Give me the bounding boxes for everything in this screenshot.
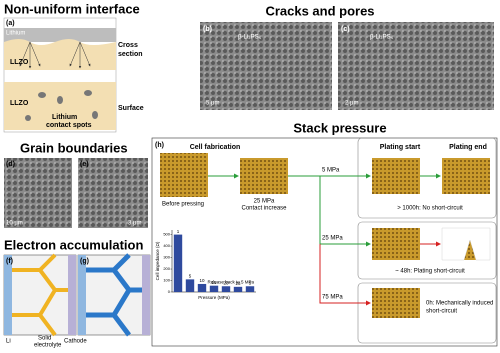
label: 75 MPa [322, 295, 343, 301]
label: Lithium [6, 31, 25, 37]
annotation: Release back to 5 MPa [207, 280, 254, 285]
label: 25 MPa [322, 236, 343, 242]
label: ~ 48h: Plating short-circuit [395, 269, 465, 275]
sem-image [4, 158, 72, 228]
bar [245, 286, 255, 292]
label: Lithium [52, 114, 77, 121]
scale-bar: 3 μm [128, 221, 141, 227]
panel-a [3, 17, 117, 133]
panel-label: (d) [6, 161, 15, 168]
panel-label: (g) [80, 258, 89, 265]
data-label: 10 [199, 278, 205, 283]
bar [173, 234, 183, 292]
panel-label: (h) [155, 142, 164, 149]
label: Cell fabrication [190, 144, 241, 151]
label: 25 MPa [254, 199, 275, 205]
label: > 1000h: No short-circuit [397, 206, 463, 212]
panel-label: (e) [80, 161, 89, 168]
scale-bar: 10 μm [6, 221, 23, 227]
panel-label: (b) [203, 26, 212, 33]
label: electrolyte [34, 343, 62, 348]
label: Contact increase [241, 206, 287, 212]
cells [160, 137, 497, 344]
title: Cracks and pores [265, 3, 374, 18]
label: Plating end [449, 144, 487, 151]
y-tick-label: 0 [168, 289, 171, 294]
data-label: 5 [249, 280, 252, 285]
label: Cathode [64, 339, 87, 345]
label: contact spots [46, 122, 92, 129]
y-axis-label: Cell impedance (Ω) [155, 241, 160, 280]
label: LLZO [10, 100, 29, 107]
label: β-Li₃PS₄ [238, 35, 262, 41]
title: Grain boundaries [20, 140, 128, 155]
bar [221, 286, 231, 292]
bar [185, 279, 195, 292]
label: section [118, 51, 143, 58]
label: LLZO [10, 59, 29, 66]
scale-bar: 2 μm [345, 101, 358, 107]
sem-image [338, 22, 494, 110]
panel-label: (f) [6, 258, 13, 265]
label: short-circuit [426, 309, 457, 315]
panel-label: (a) [6, 20, 15, 27]
bar [197, 283, 207, 292]
x-axis-label: Pressure (MPa) [198, 295, 230, 300]
chart-box [154, 224, 260, 310]
label: 0h: Mechanically induced [426, 301, 493, 307]
data-label: 15 [211, 280, 217, 285]
y-tick-label: 200 [163, 266, 170, 271]
label: Before pressing [162, 202, 204, 208]
title: Electron accumulation [4, 237, 143, 252]
schematic [3, 253, 151, 337]
panel-label: (c) [341, 26, 350, 33]
y-tick-label: 300 [163, 255, 170, 260]
sem-image [200, 22, 332, 110]
label: Plating start [380, 144, 421, 151]
data-label: 25 [235, 281, 241, 286]
label: Surface [118, 105, 144, 112]
sem-image [78, 158, 148, 228]
label: Cross [118, 42, 138, 49]
scale-bar: 5 μm [206, 101, 219, 107]
y-tick-label: 500 [163, 232, 170, 237]
label: 5 MPa [322, 168, 340, 174]
bar [209, 285, 219, 292]
bar [233, 286, 243, 292]
y-tick-label: 400 [163, 243, 170, 248]
title: Stack pressure [293, 120, 386, 135]
y-tick-label: 100 [163, 278, 170, 283]
data-label: 1 [177, 229, 180, 234]
title: Non-uniform interface [4, 1, 140, 16]
label: β-Li₃PS₄ [370, 35, 394, 41]
label: Solid [38, 336, 51, 342]
label: Li [6, 339, 11, 345]
data-label: 20 [223, 280, 229, 285]
data-label: 5 [189, 274, 192, 279]
